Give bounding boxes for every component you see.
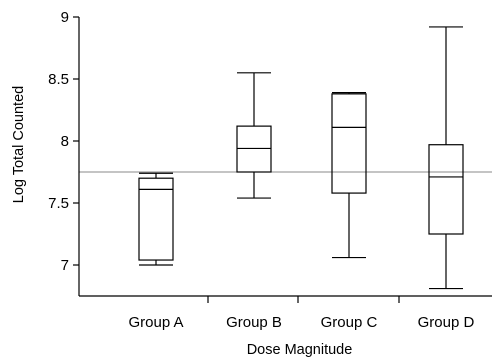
box-1 (138, 172, 174, 266)
x-axis-label: Dose Magnitude (247, 342, 353, 358)
y-tick-label-1: 7.5 (48, 195, 69, 212)
y-tick-label-3: 8.5 (48, 71, 69, 88)
box-2 (236, 72, 272, 199)
x-tick-label-3: Group C (321, 314, 378, 331)
x-tick-label-1: Group A (128, 314, 183, 331)
iqr-box (236, 125, 272, 173)
x-tick-label-4: Group D (418, 314, 475, 331)
y-tick-label-4: 9 (61, 9, 69, 26)
y-axis-label: Log Total Counted (11, 86, 27, 203)
box-series (138, 26, 464, 290)
y-tick-label-0: 7 (61, 257, 69, 274)
box-3 (331, 92, 367, 259)
x-tick-label-2: Group B (226, 314, 282, 331)
x-axis-tick-labels: Group A Group B Group C Group D (128, 314, 474, 331)
box-4 (428, 26, 464, 290)
y-axis-ticks: 7 7.5 8 8.5 9 (48, 9, 79, 274)
y-tick-label-2: 8 (61, 133, 69, 150)
x-axis-separators (207, 296, 400, 303)
iqr-box (331, 93, 367, 194)
iqr-box (428, 144, 464, 235)
iqr-box (138, 177, 174, 261)
